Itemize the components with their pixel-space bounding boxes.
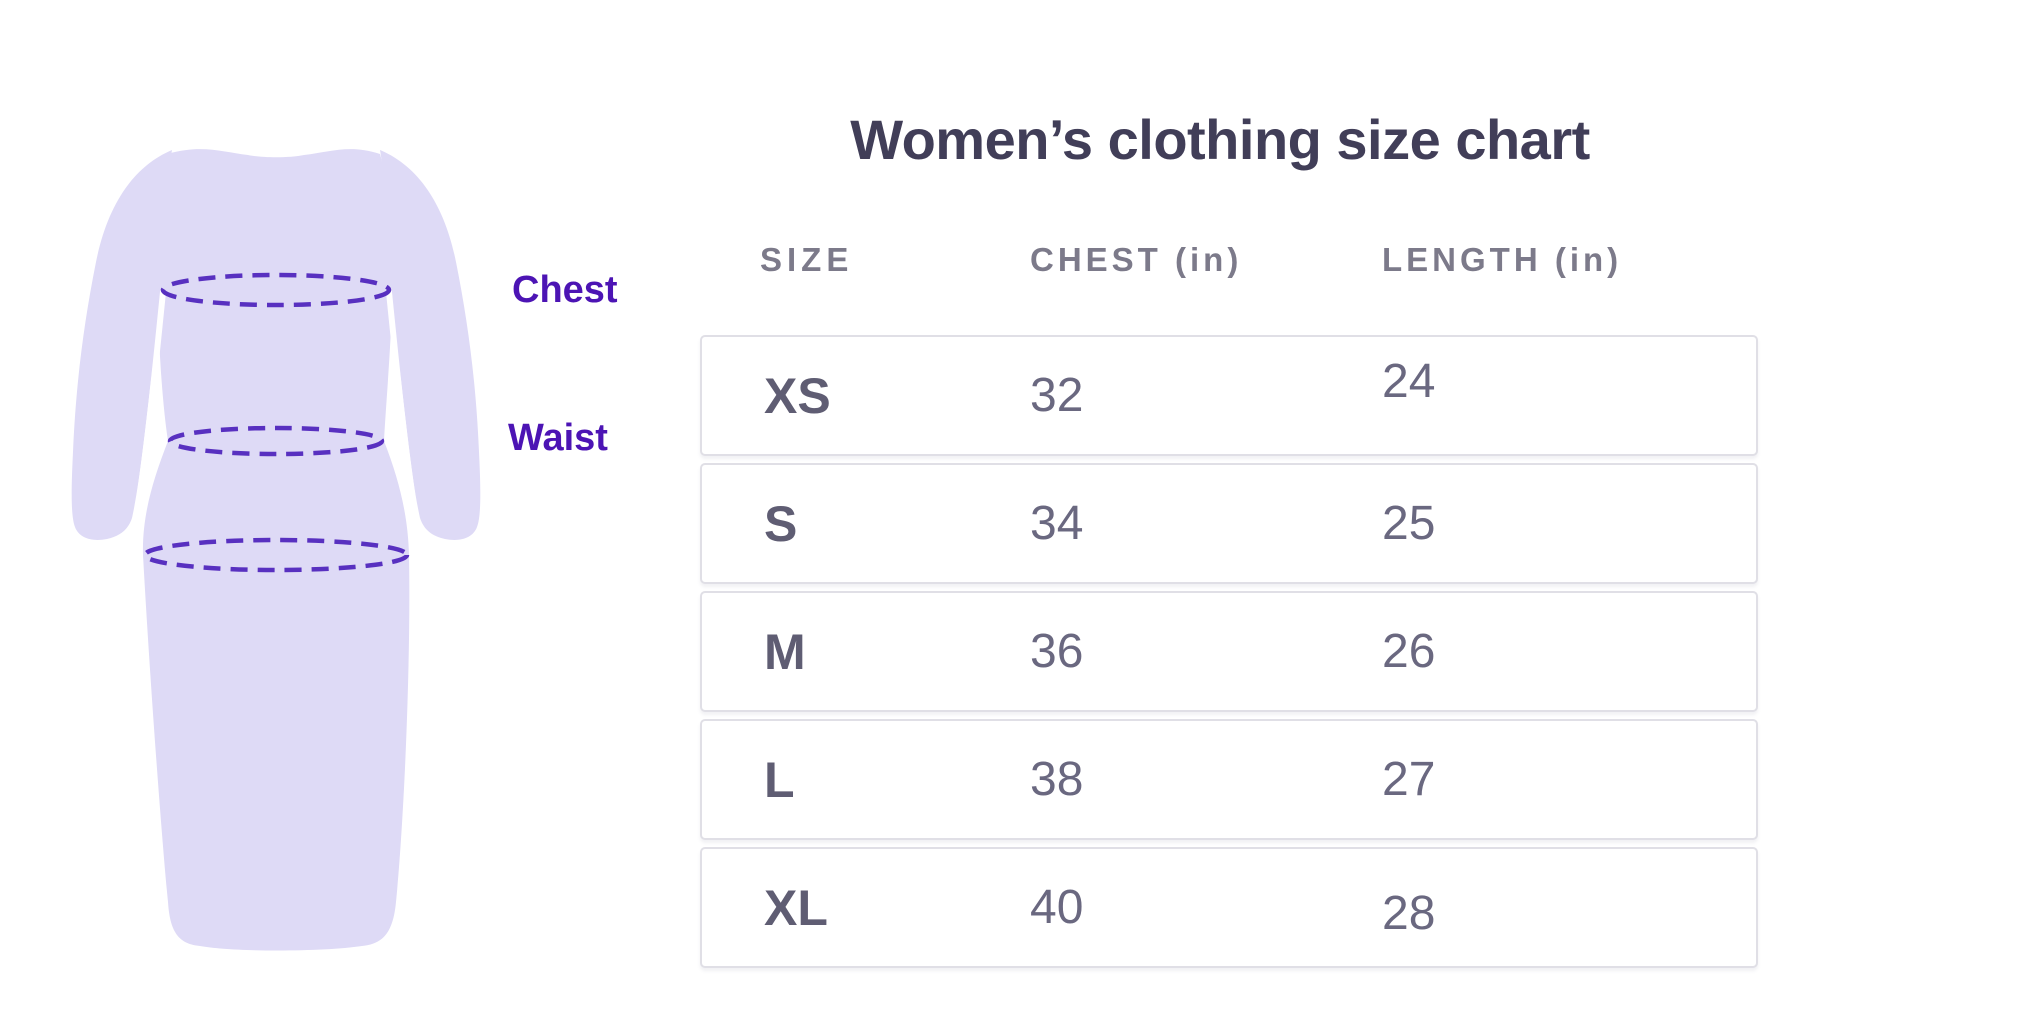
dress-right-sleeve (380, 150, 481, 540)
table-row: S 34 25 (700, 463, 1758, 584)
cell-chest: 40 (1030, 881, 1084, 934)
dress-silhouette (142, 149, 410, 951)
cell-size: S (764, 495, 798, 552)
cell-length: 25 (1382, 497, 1436, 550)
table-row: XS 32 24 (700, 335, 1758, 456)
cell-size: XL (764, 879, 828, 936)
column-header-length: LENGTH (in) (1382, 241, 1623, 278)
cell-chest: 32 (1030, 369, 1084, 422)
armhole-seam-left (123, 289, 166, 551)
column-header-chest: CHEST (in) (1030, 241, 1243, 278)
cell-chest: 34 (1030, 497, 1084, 550)
table-row: M 36 26 (700, 591, 1758, 712)
hip-measurement-ellipse (142, 537, 410, 573)
waist-measurement-ellipse (167, 425, 385, 457)
cell-length: 28 (1382, 887, 1436, 940)
dress-left-sleeve (71, 150, 172, 540)
cell-size: L (764, 751, 795, 808)
cell-size: XS (764, 367, 831, 424)
armhole-seam-right (386, 289, 429, 551)
size-table: XS 32 24 S 34 25 M 36 26 L 38 27 XL 40 2… (700, 335, 1758, 975)
chest-measurement-ellipse (160, 272, 392, 308)
cell-size: M (764, 623, 806, 680)
dress-diagram (71, 149, 481, 951)
cell-length: 24 (1382, 355, 1436, 408)
chest-label: Chest (512, 269, 618, 311)
page-title: Women’s clothing size chart (850, 108, 1590, 171)
cell-chest: 36 (1030, 625, 1084, 678)
table-header: SIZE CHEST (in) LENGTH (in) (702, 241, 1758, 279)
table-row: L 38 27 (700, 719, 1758, 840)
cell-length: 27 (1382, 753, 1436, 806)
cell-chest: 38 (1030, 753, 1084, 806)
table-row: XL 40 28 (700, 847, 1758, 968)
column-header-size: SIZE (760, 241, 854, 278)
waist-label: Waist (508, 417, 608, 459)
cell-length: 26 (1382, 625, 1436, 678)
